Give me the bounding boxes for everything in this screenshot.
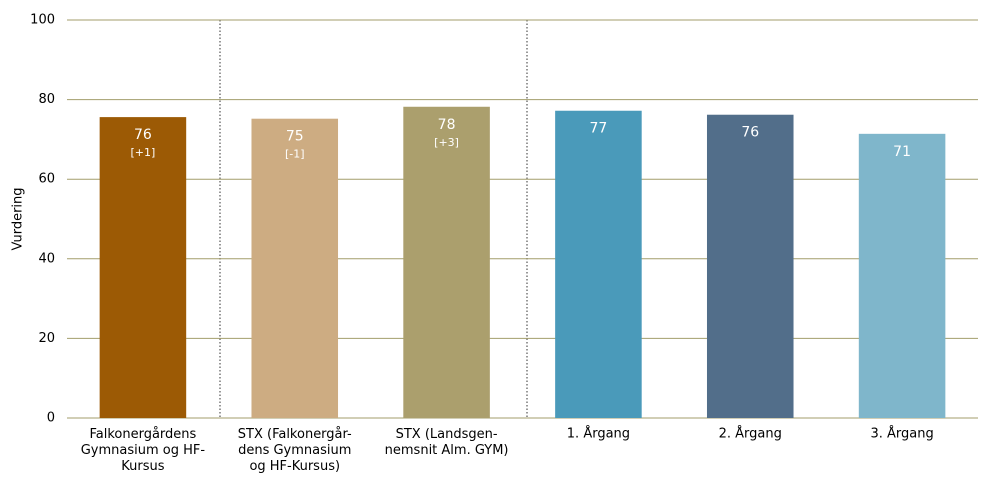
- change-label: [+1]: [131, 146, 156, 159]
- value-label: 76: [741, 125, 759, 141]
- bar: [403, 106, 490, 418]
- value-label: 75: [286, 129, 304, 145]
- value-label: 78: [438, 117, 456, 133]
- x-tick-label: STX (Landsgen-nemsnit Alm. GYM): [385, 427, 509, 458]
- y-tick-label: 100: [30, 13, 55, 28]
- value-label: 71: [893, 144, 911, 160]
- y-tick-label: 60: [38, 172, 55, 187]
- x-tick-label: STX (Falkonergår-dens Gymnasium og HF-Kur…: [238, 427, 352, 474]
- y-axis-label: Vurdering: [11, 187, 26, 250]
- change-label: [-1]: [285, 148, 305, 161]
- change-label: [+3]: [434, 136, 459, 149]
- value-label: 76: [134, 127, 152, 143]
- y-tick-label: 0: [47, 411, 55, 426]
- y-tick-label: 40: [38, 251, 55, 266]
- bar: [555, 110, 642, 418]
- bar: [99, 117, 187, 418]
- x-tick-label: Falkonergårdens Gymnasium og HF-Kursus: [81, 427, 206, 474]
- bar: [706, 114, 794, 418]
- y-tick-label: 20: [38, 331, 55, 346]
- y-tick-label: 80: [38, 92, 55, 107]
- bar: [858, 133, 946, 418]
- bar: [251, 118, 339, 418]
- x-tick-label: 2. Årgang: [719, 426, 782, 442]
- value-label: 77: [590, 121, 608, 137]
- x-tick-label: 3. Årgang: [870, 426, 933, 442]
- x-tick-label: 1. Årgang: [567, 426, 630, 442]
